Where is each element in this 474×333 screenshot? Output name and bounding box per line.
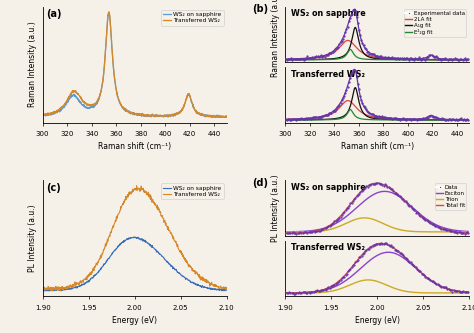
Transferred WS₂ [199,112,204,116]
WS₂ on sapphire [224,288,229,292]
Transferred WS₂ [123,197,129,201]
Transferred WS₂ [224,115,229,119]
X-axis label: Raman shift (cm⁻¹): Raman shift (cm⁻¹) [98,143,171,152]
Transferred WS₂ [157,114,163,118]
WS₂ on sapphire [149,244,155,248]
Text: Transferred WS₂: Transferred WS₂ [291,243,365,252]
Transferred WS₂ [179,251,184,255]
X-axis label: Energy (eV): Energy (eV) [355,316,400,325]
Line: WS₂ on sapphire: WS₂ on sapphire [43,237,227,291]
Transferred WS₂ [149,196,155,200]
Transferred WS₂ [147,114,153,118]
Transferred WS₂ [58,289,64,293]
Transferred WS₂ [40,113,46,117]
WS₂ on sapphire [123,238,129,242]
WS₂ on sapphire [73,285,78,289]
WS₂ on sapphire [199,113,204,117]
Text: (d): (d) [252,178,268,188]
X-axis label: Raman shift (cm⁻¹): Raman shift (cm⁻¹) [341,143,414,152]
WS₂ on sapphire [87,277,93,281]
Transferred WS₂ [223,115,228,119]
WS₂ on sapphire [131,235,137,239]
WS₂ on sapphire [152,114,157,118]
Text: WS₂ on sapphire: WS₂ on sapphire [291,9,365,18]
WS₂ on sapphire [43,289,49,293]
Transferred WS₂ [87,271,93,275]
WS₂ on sapphire [106,10,111,14]
Line: WS₂ on sapphire: WS₂ on sapphire [43,12,227,117]
WS₂ on sapphire [210,115,216,119]
WS₂ on sapphire [40,289,46,293]
Transferred WS₂ [51,111,57,115]
Transferred WS₂ [40,285,46,289]
Legend: WS₂ on sapphire, Transferred WS₂: WS₂ on sapphire, Transferred WS₂ [161,10,224,26]
WS₂ on sapphire [157,114,163,118]
Transferred WS₂ [73,283,78,287]
Text: (b): (b) [252,4,268,14]
Transferred WS₂ [106,10,111,14]
Transferred WS₂ [180,107,185,111]
WS₂ on sapphire [40,113,46,117]
WS₂ on sapphire [224,115,229,119]
Transferred WS₂ [163,223,169,227]
WS₂ on sapphire [163,259,169,263]
Line: Transferred WS₂: Transferred WS₂ [43,186,227,291]
Text: (c): (c) [46,183,61,193]
WS₂ on sapphire [147,114,153,118]
Y-axis label: PL Intensity (a.u.): PL Intensity (a.u.) [28,204,37,272]
WS₂ on sapphire [51,112,57,116]
Transferred WS₂ [152,115,157,119]
Y-axis label: Raman Intensity (a.u.): Raman Intensity (a.u.) [28,22,37,108]
Line: Transferred WS₂: Transferred WS₂ [43,12,227,117]
WS₂ on sapphire [180,108,185,112]
Legend: WS₂ on sapphire, Transferred WS₂: WS₂ on sapphire, Transferred WS₂ [161,183,224,199]
Legend: Data, Exciton, Trion, Total fit: Data, Exciton, Trion, Total fit [435,183,466,209]
Y-axis label: Raman Intensity (a.u.): Raman Intensity (a.u.) [271,0,280,77]
WS₂ on sapphire [179,273,184,277]
Transferred WS₂ [134,184,139,188]
X-axis label: Energy (eV): Energy (eV) [112,316,157,325]
Legend: Experimental data, 2LA fit, A₁g fit, E²₂g fit: Experimental data, 2LA fit, A₁g fit, E²₂… [404,9,466,37]
Transferred WS₂ [224,285,229,289]
Text: WS₂ on sapphire: WS₂ on sapphire [291,183,365,192]
Text: Transferred WS₂: Transferred WS₂ [291,70,365,79]
Text: (a): (a) [46,9,62,19]
Y-axis label: PL Intensity (a.u.): PL Intensity (a.u.) [271,174,280,242]
